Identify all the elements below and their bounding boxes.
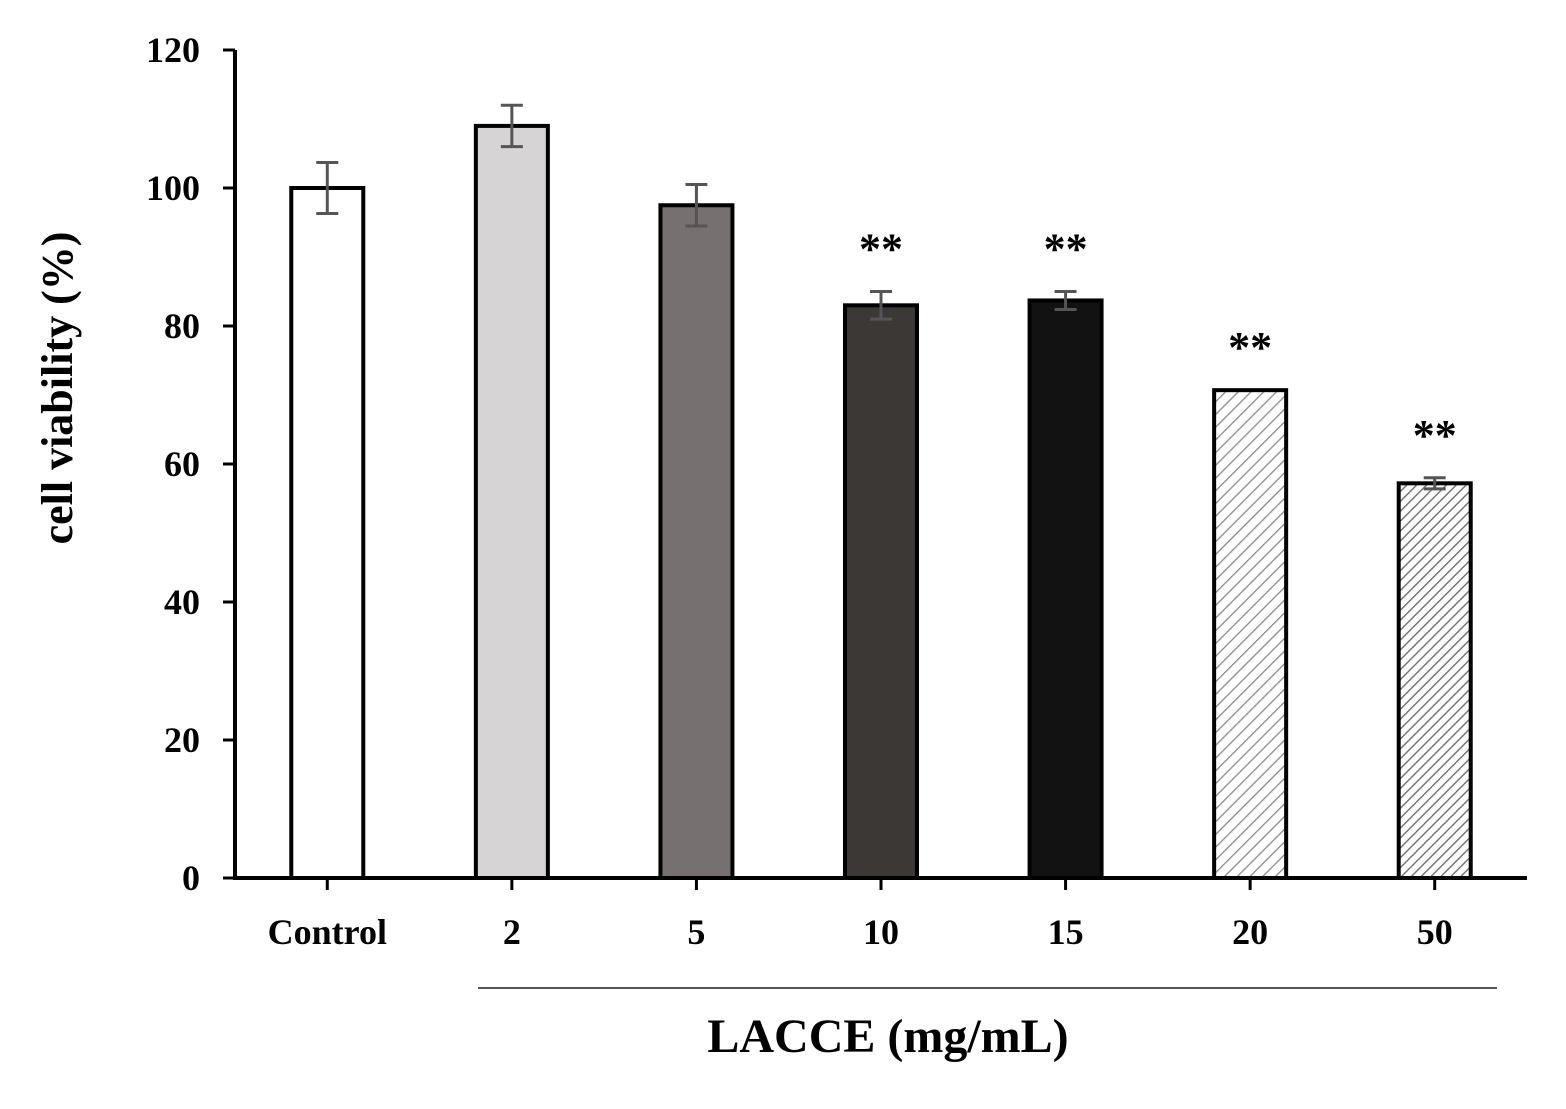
- x-ticks: Control 2 5 10 15 20 50: [268, 878, 1453, 952]
- y-axis-label: cell viability (%): [33, 232, 82, 545]
- bar-50: [1396, 481, 1473, 880]
- x-tick-label: 15: [1048, 912, 1084, 952]
- y-ticks: 0 20 40 60 80 100 120: [146, 30, 235, 898]
- x-tick-label: 50: [1417, 912, 1453, 952]
- significance-annotations: ** ** ** **: [859, 225, 1457, 460]
- y-tick-label: 60: [164, 444, 200, 484]
- bar-2: [473, 123, 550, 880]
- bar-15: [1027, 298, 1104, 881]
- y-tick-label: 120: [146, 30, 200, 70]
- bar-Control: [289, 186, 366, 880]
- y-tick-label: 80: [164, 306, 200, 346]
- y-tick-label: 0: [182, 858, 200, 898]
- x-tick-label: 10: [863, 912, 899, 952]
- significance-marker-10: **: [859, 225, 903, 274]
- significance-marker-50: **: [1413, 411, 1457, 460]
- significance-marker-15: **: [1044, 225, 1088, 274]
- bar-20: [1212, 388, 1289, 880]
- bars: [289, 123, 1473, 881]
- error-bars: [316, 103, 1446, 491]
- bar-5: [658, 203, 735, 880]
- x-tick-label: 5: [687, 912, 705, 952]
- bar-10: [843, 303, 919, 880]
- y-tick-label: 100: [146, 168, 200, 208]
- x-tick-label: Control: [268, 912, 387, 952]
- x-tick-label: 20: [1232, 912, 1268, 952]
- x-axis-label: LACCE (mg/mL): [707, 1010, 1068, 1063]
- y-tick-label: 20: [164, 720, 200, 760]
- significance-marker-20: **: [1228, 323, 1272, 372]
- y-tick-label: 40: [164, 582, 200, 622]
- x-tick-label: 2: [503, 912, 521, 952]
